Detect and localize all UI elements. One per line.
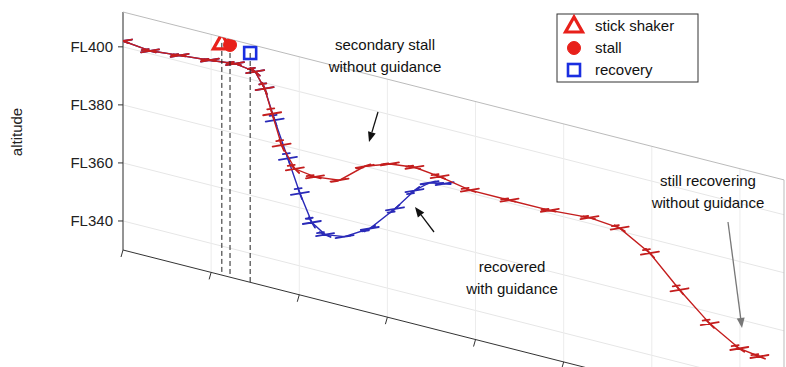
legend-label: recovery <box>595 61 653 78</box>
grid-line <box>123 221 784 367</box>
x-tick <box>297 295 299 302</box>
grid-line <box>387 79 388 317</box>
aircraft-marker <box>286 165 304 173</box>
frame-top <box>123 12 784 180</box>
legend-label: stick shaker <box>595 17 674 34</box>
y-tick-label: FL400 <box>70 38 113 55</box>
aircraft-marker <box>336 235 354 238</box>
y-tick <box>118 162 123 163</box>
aircraft-marker <box>541 209 559 212</box>
annotations: secondary stall without guidance recovered… <box>328 36 765 328</box>
annotation-text: with guidance <box>465 280 558 297</box>
aircraft-marker <box>701 319 719 327</box>
annotation-text: secondary stall <box>335 36 435 53</box>
annotation-arrow <box>372 112 378 132</box>
aircraft-marker <box>226 62 244 65</box>
frame-right <box>784 180 785 367</box>
aircraft-marker <box>331 179 349 182</box>
aircraft-marker <box>263 108 281 119</box>
y-tick <box>118 220 123 221</box>
aircraft-marker <box>226 62 244 65</box>
legend-symbol <box>568 42 581 55</box>
aircraft-marker <box>141 49 159 52</box>
aircraft-marker <box>114 39 132 43</box>
annotation-arrow <box>728 222 741 318</box>
aircraft-marker <box>256 83 274 94</box>
annotation-arrowhead <box>737 318 745 328</box>
aircraft-marker <box>291 188 309 199</box>
aircraft-marker <box>114 39 132 43</box>
x-tick <box>385 317 387 324</box>
grid-line <box>211 34 212 272</box>
legend-box <box>557 14 698 82</box>
aircraft-marker <box>279 153 297 164</box>
aircraft-marker <box>381 162 399 165</box>
grid-line <box>475 102 476 340</box>
x-tick <box>121 250 123 257</box>
y-axis <box>123 12 124 250</box>
aircraft-marker <box>386 205 404 213</box>
legend-symbol <box>566 17 583 32</box>
aircraft-marker <box>201 59 219 62</box>
grid-line <box>123 12 124 250</box>
x-tick <box>562 362 564 367</box>
grid <box>123 12 784 367</box>
aircraft-marker <box>246 68 264 76</box>
aircraft-marker <box>256 83 274 94</box>
aircraft-marker <box>641 249 659 258</box>
annotation-arrow <box>421 215 434 232</box>
x-tick <box>474 340 476 347</box>
aircraft-marker <box>461 188 479 192</box>
aircraft-marker <box>171 54 189 57</box>
annotation-text: without guidance <box>328 58 442 75</box>
legend-symbol <box>568 64 580 76</box>
annotation-arrowhead <box>415 207 424 217</box>
y-tick-label: FL360 <box>70 154 113 171</box>
aircraft-marker <box>306 175 324 178</box>
grid-line <box>563 124 564 362</box>
aircraft-marker <box>405 187 423 194</box>
drop-line <box>221 43 222 275</box>
y-tick-label: FL380 <box>70 96 113 113</box>
aircraft-marker <box>246 68 264 76</box>
aircraft-marker <box>580 216 598 219</box>
annotation-text: recovered <box>479 258 546 275</box>
aircraft-marker <box>501 198 519 201</box>
aircraft-marker <box>303 217 321 227</box>
drop-line <box>250 53 251 282</box>
legend: stick shaker stall recovery <box>557 14 698 82</box>
legend-label: stall <box>595 39 622 56</box>
y-tick <box>118 104 123 105</box>
event-marker <box>224 38 237 51</box>
annotation-text: still recovering <box>660 172 756 189</box>
plot-area <box>114 34 768 359</box>
aircraft-marker <box>273 140 291 151</box>
aircraft-marker <box>361 226 379 232</box>
annotation-text: without guidance <box>651 194 765 211</box>
aircraft-marker <box>611 225 629 231</box>
event-marker <box>244 47 256 59</box>
aircraft-marker <box>436 182 454 185</box>
aircraft-marker <box>316 232 334 237</box>
y-tick <box>118 46 123 47</box>
aircraft-marker <box>201 59 219 62</box>
axes: FL340 FL360 FL380 FL400 <box>70 12 784 367</box>
x-tick <box>209 272 211 279</box>
aircraft-marker <box>670 285 688 294</box>
y-axis-label: altitude <box>8 108 25 156</box>
annotation-arrowhead <box>368 131 376 142</box>
aircraft-marker <box>750 354 768 359</box>
grid-line <box>299 57 300 295</box>
drop-line <box>230 45 231 277</box>
aircraft-marker <box>405 166 423 169</box>
y-tick-label: FL340 <box>70 212 113 229</box>
trajectory-line <box>123 41 445 237</box>
aircraft-marker <box>431 174 449 179</box>
aircraft-marker <box>356 164 374 168</box>
aircraft-marker <box>171 54 189 57</box>
aircraft-marker <box>141 49 159 52</box>
aircraft-marker <box>730 345 748 352</box>
chart: FL340 FL360 FL380 FL400 altitude secondary st… <box>0 0 786 367</box>
